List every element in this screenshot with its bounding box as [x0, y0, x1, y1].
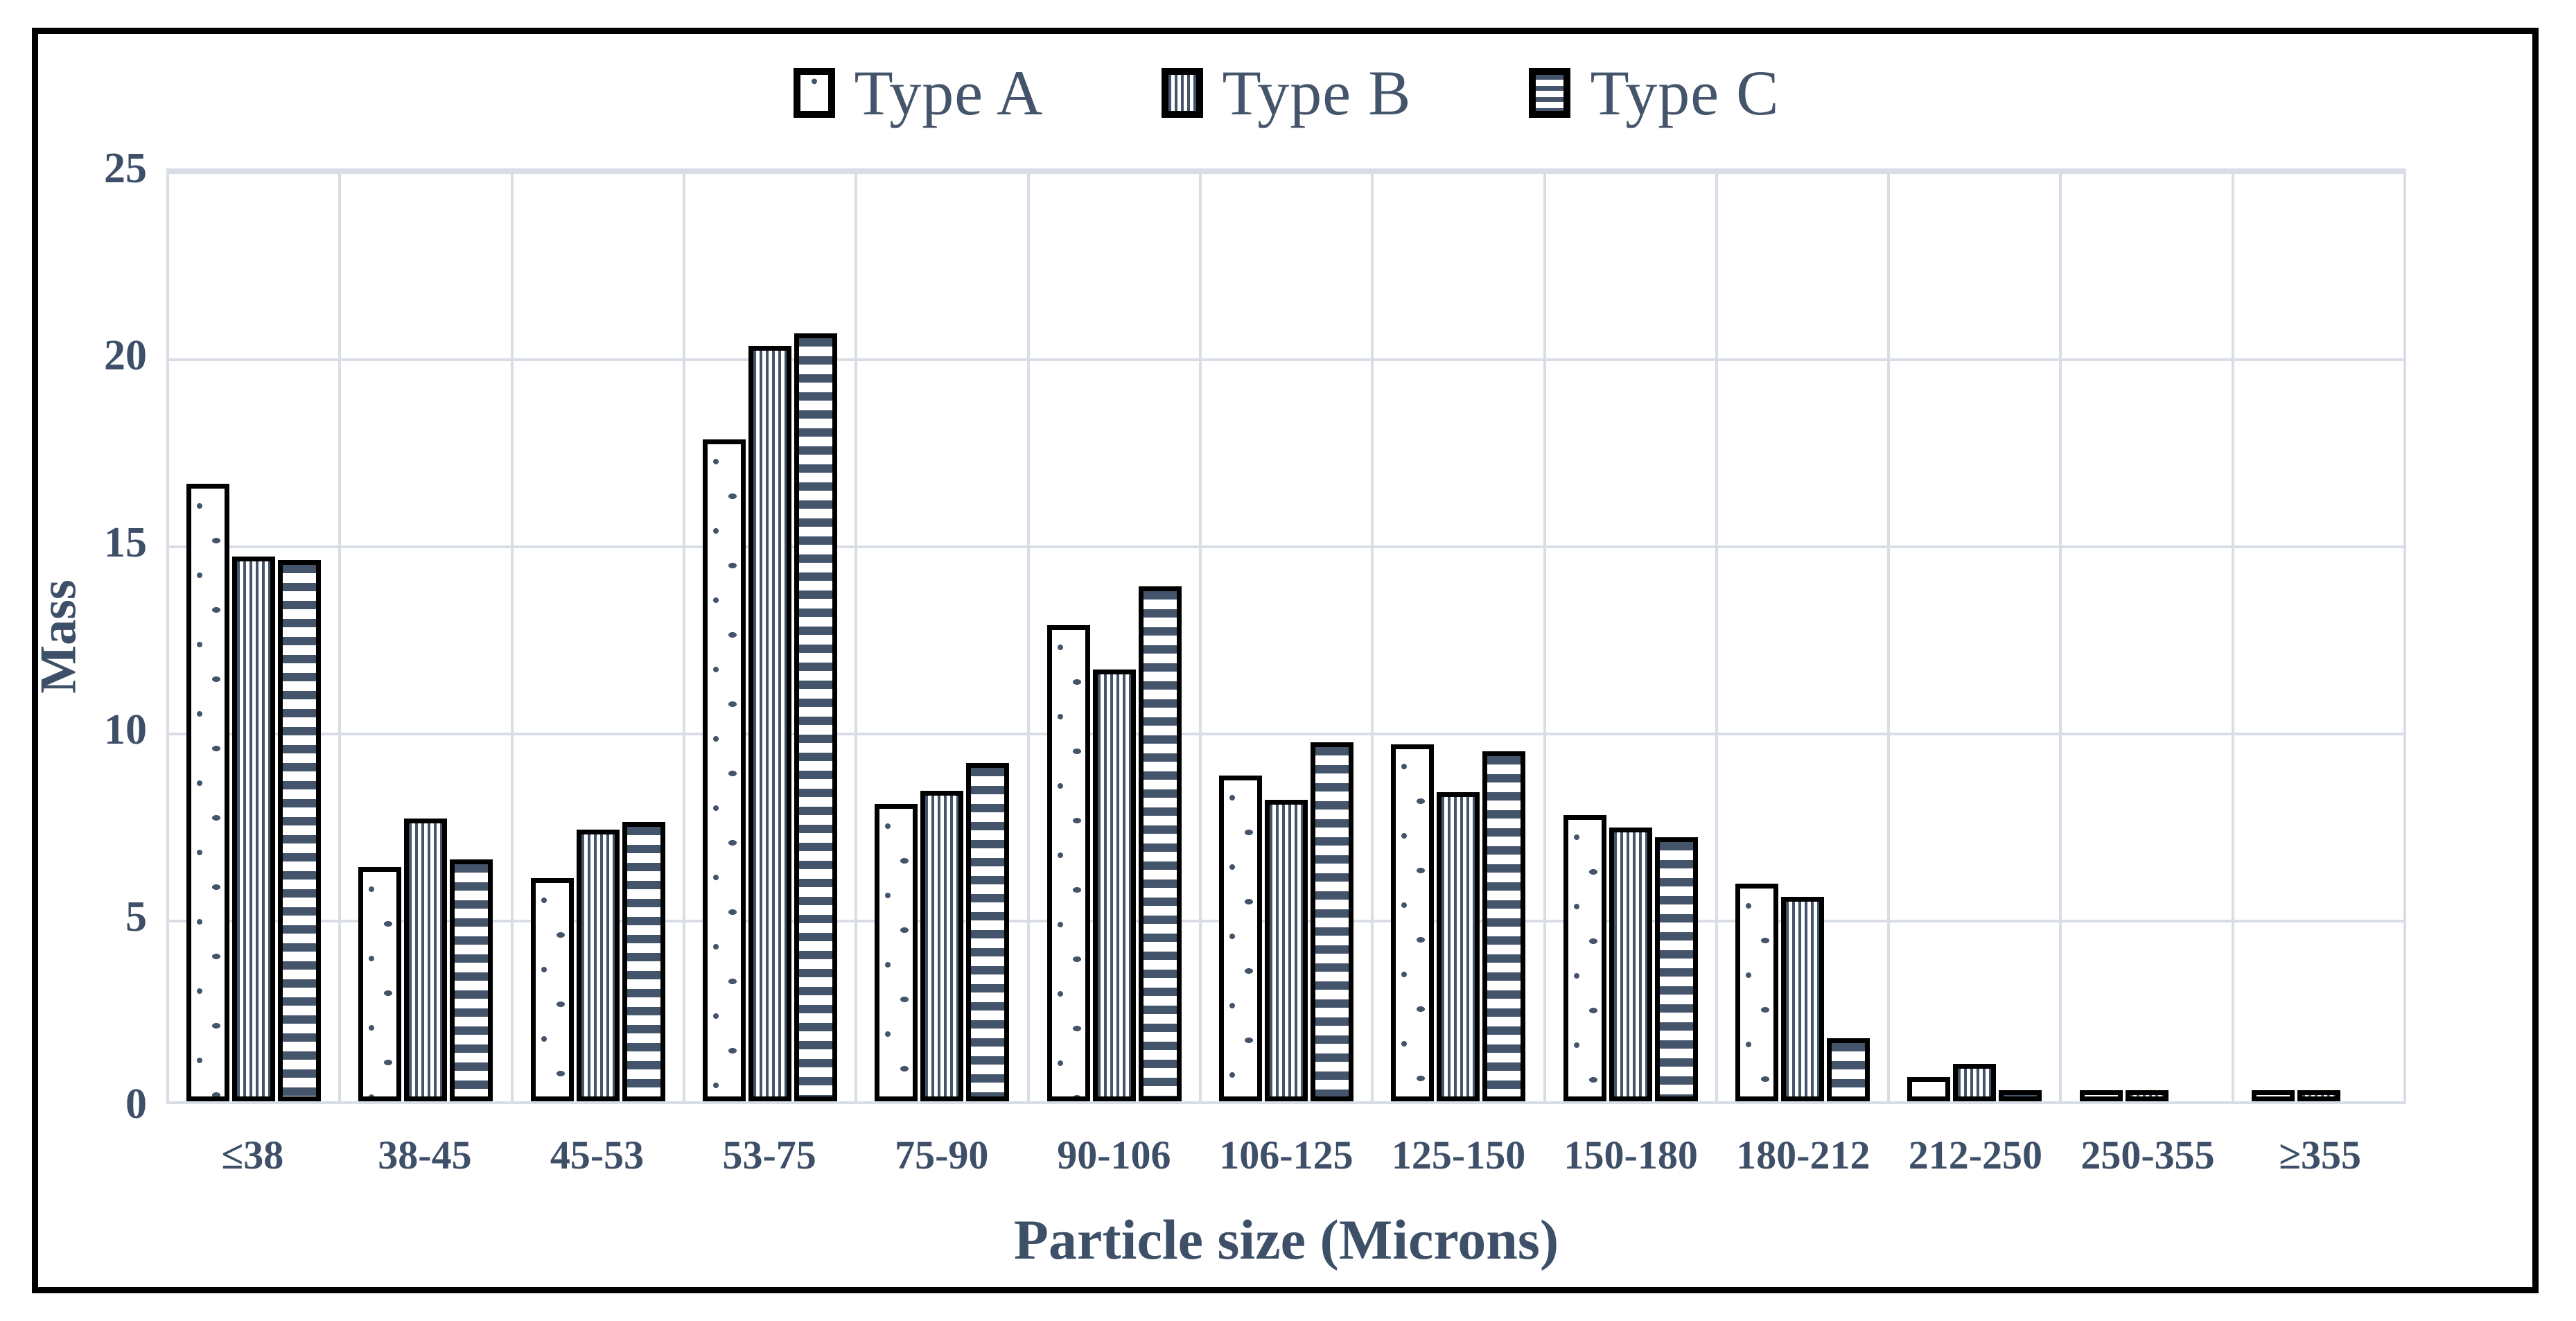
bar-type-a-180-212: [1735, 883, 1778, 1101]
bar-group--38: [169, 171, 338, 1101]
bar-type-b-250-355: [2125, 1090, 2168, 1101]
bar-group-150-180: [1546, 171, 1715, 1101]
bar-type-c-45-53: [622, 822, 665, 1101]
legend-label-type-b: Type B: [1222, 58, 1412, 128]
y-tick-label-15: 15: [104, 519, 147, 566]
category-column-75-90: [857, 171, 1030, 1101]
category-column-38-45: [341, 171, 514, 1101]
y-tick-label-20: 20: [104, 332, 147, 379]
bar-type-a-106-125: [1219, 776, 1263, 1101]
legend-label-type-c: Type C: [1590, 58, 1780, 128]
x-tick-label-53-75: 53-75: [722, 1132, 816, 1178]
y-tick-label-5: 5: [125, 893, 147, 941]
x-axis-title: Particle size (Microns): [1013, 1208, 1559, 1271]
bar-type-a--355: [2251, 1090, 2295, 1101]
bar-type-a-150-180: [1563, 814, 1606, 1101]
x-tick-label-38-45: 38-45: [378, 1132, 472, 1178]
bar-group--355: [2234, 171, 2403, 1101]
bar-type-b-180-212: [1780, 896, 1824, 1101]
x-tick-label--38: ≤38: [221, 1132, 284, 1178]
bar-type-b-212-250: [1953, 1064, 1997, 1101]
y-axis-tick-labels: 0 5 10 15 20 25: [0, 147, 147, 1126]
legend-swatch-type-c: [1529, 68, 1571, 118]
category-column--38: [169, 171, 342, 1101]
x-tick-label-106-125: 106-125: [1219, 1132, 1353, 1178]
bar-group-90-106: [1030, 171, 1199, 1101]
category-column-180-212: [1718, 171, 1891, 1101]
legend-swatch-type-a: [793, 68, 835, 118]
bar-type-b-106-125: [1265, 800, 1308, 1101]
category-column--355: [2234, 171, 2403, 1101]
x-tick-label-125-150: 125-150: [1391, 1132, 1526, 1178]
category-column-53-75: [685, 171, 858, 1101]
x-tick-label--355: ≥355: [2279, 1132, 2362, 1178]
bar-type-c-53-75: [794, 333, 838, 1101]
x-tick-label-212-250: 212-250: [1908, 1132, 2043, 1178]
legend-item-type-a: Type A: [793, 58, 1044, 128]
y-tick-label-25: 25: [104, 145, 147, 192]
y-tick-label-10: 10: [104, 706, 147, 753]
bar-type-c-38-45: [450, 859, 493, 1101]
bar-group-75-90: [857, 171, 1026, 1101]
bar-type-b-38-45: [404, 819, 448, 1101]
category-column-90-106: [1030, 171, 1202, 1101]
category-column-150-180: [1546, 171, 1718, 1101]
x-tick-label-45-53: 45-53: [550, 1132, 645, 1178]
category-column-212-250: [1890, 171, 2062, 1101]
bar-type-a-212-250: [1907, 1077, 1951, 1101]
bar-type-c-90-106: [1138, 586, 1182, 1101]
bar-type-c-125-150: [1482, 751, 1526, 1101]
bar-type-c-180-212: [1826, 1038, 1870, 1101]
bar-group-212-250: [1890, 171, 2059, 1101]
x-tick-label-180-212: 180-212: [1736, 1132, 1870, 1178]
bar-group-125-150: [1374, 171, 1543, 1101]
bar-type-b--38: [232, 556, 276, 1101]
x-tick-label-150-180: 150-180: [1563, 1132, 1698, 1178]
x-axis-tick-labels: ≤38 38-45 45-53 53-75 75-90 90-106 106-125 125-…: [166, 1135, 2406, 1175]
bar-group-53-75: [685, 171, 855, 1101]
bar-type-b-75-90: [920, 790, 964, 1101]
category-column-250-355: [2062, 171, 2234, 1101]
x-tick-label-250-355: 250-355: [2080, 1132, 2215, 1178]
plot-area: [166, 168, 2406, 1104]
legend-label-type-a: Type A: [854, 58, 1044, 128]
bar-group-38-45: [341, 171, 510, 1101]
bar-group-45-53: [514, 171, 683, 1101]
bar-type-a-45-53: [530, 877, 574, 1101]
bar-type-a-250-355: [2079, 1090, 2123, 1101]
category-column-106-125: [1202, 171, 1374, 1101]
legend-item-type-b: Type B: [1161, 58, 1412, 128]
legend: Type A Type B Type C: [166, 61, 2406, 125]
bar-type-b--355: [2297, 1090, 2340, 1101]
bar-type-b-150-180: [1609, 828, 1652, 1101]
bar-type-c--38: [278, 559, 322, 1101]
bar-type-c-212-250: [1999, 1090, 2042, 1101]
bar-type-a-53-75: [703, 439, 746, 1101]
category-column-125-150: [1374, 171, 1546, 1101]
bar-type-c-75-90: [966, 762, 1010, 1101]
x-tick-label-90-106: 90-106: [1057, 1132, 1171, 1178]
x-tick-label-75-90: 75-90: [895, 1132, 989, 1178]
bar-type-b-53-75: [748, 346, 792, 1101]
bar-type-a--38: [186, 483, 230, 1101]
category-column-45-53: [514, 171, 685, 1101]
bar-type-a-75-90: [875, 803, 918, 1101]
bar-type-b-45-53: [576, 830, 620, 1101]
legend-swatch-type-b: [1161, 68, 1203, 118]
y-tick-label-0: 0: [125, 1081, 147, 1128]
legend-item-type-c: Type C: [1529, 61, 1779, 125]
bar-group-106-125: [1202, 171, 1371, 1101]
bar-type-a-90-106: [1046, 624, 1090, 1101]
bar-type-b-125-150: [1437, 792, 1480, 1101]
bar-type-a-38-45: [358, 866, 402, 1101]
bar-group-250-355: [2062, 171, 2231, 1101]
bar-type-c-150-180: [1654, 837, 1698, 1101]
bar-type-c-106-125: [1311, 742, 1354, 1101]
bar-type-b-90-106: [1092, 670, 1136, 1101]
bar-type-a-125-150: [1391, 744, 1435, 1101]
bar-group-180-212: [1718, 171, 1887, 1101]
